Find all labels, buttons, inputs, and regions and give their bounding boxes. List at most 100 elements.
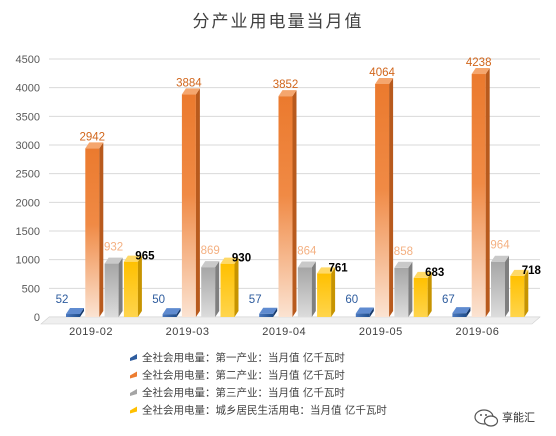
bar <box>297 267 312 317</box>
bar <box>259 313 274 317</box>
data-label: 4238 <box>466 57 492 69</box>
x-tick-label: 2019-04 <box>262 326 306 338</box>
bar <box>510 275 525 317</box>
bar-top <box>375 77 394 84</box>
bar-top <box>201 261 220 268</box>
data-labels: 52 2942 932 965 50 3884 869 930 57 3852 864 761 60 40… <box>56 57 542 306</box>
y-tick-label: 3000 <box>16 140 40 152</box>
bar-top <box>413 271 432 278</box>
bar-top <box>85 142 104 149</box>
bar <box>317 273 332 317</box>
data-label: 60 <box>345 294 358 306</box>
legend-label: 全社会用电量：城乡居民生活用电：当月值 亿千瓦时 <box>142 404 387 417</box>
bar-top <box>394 261 413 268</box>
legend-swatch <box>130 389 137 396</box>
bar <box>394 267 409 317</box>
bar-side <box>215 261 220 317</box>
bar-side <box>273 307 278 317</box>
bar <box>104 263 119 317</box>
bar <box>123 261 138 317</box>
bar-side <box>466 307 471 317</box>
y-tick-label: 4500 <box>16 54 40 66</box>
y-tick-label: 4000 <box>16 83 40 95</box>
bar <box>201 267 216 317</box>
data-label: 50 <box>152 294 165 306</box>
data-label: 964 <box>490 240 510 252</box>
legend-swatch <box>130 354 137 361</box>
data-label: 2942 <box>80 131 106 143</box>
bar-top <box>355 307 374 314</box>
bar-top <box>491 255 509 262</box>
bar-side <box>389 77 394 317</box>
data-label: 67 <box>442 294 455 306</box>
y-tick-label: 2500 <box>16 169 40 181</box>
bar-side <box>485 68 490 317</box>
y-tick-label: 1000 <box>16 255 40 267</box>
watermark-text: 享能汇 <box>502 410 535 424</box>
bar-side <box>80 308 84 317</box>
floor-plane <box>40 316 541 325</box>
bar-side <box>176 308 181 317</box>
y-tick-label: 0 <box>34 312 40 324</box>
data-label: 864 <box>297 245 317 257</box>
bar-side <box>118 257 123 317</box>
x-tick-label: 2019-03 <box>166 326 210 338</box>
data-label: 57 <box>249 294 262 306</box>
bar-side <box>524 269 529 317</box>
x-tick-label: 2019-02 <box>69 326 113 338</box>
y-axis: 0 500 1000 1500 2000 2500 3000 3500 4000 4500 <box>16 54 40 324</box>
watermark: 享能汇 <box>474 409 535 427</box>
bar <box>85 148 100 317</box>
data-label: 683 <box>425 267 444 279</box>
data-label: 858 <box>394 246 413 258</box>
data-label: 761 <box>329 262 349 274</box>
legend-swatch <box>130 371 137 379</box>
bar <box>491 261 505 317</box>
data-label: 965 <box>135 251 155 263</box>
bar-top <box>123 255 142 262</box>
x-tick-label: 2019-06 <box>455 326 499 338</box>
bar <box>471 74 486 317</box>
bar <box>452 313 467 317</box>
bar <box>355 313 370 317</box>
bar-top <box>162 308 181 315</box>
bar-top <box>317 267 336 274</box>
bar <box>220 263 235 317</box>
chart-title: 分产业用电量当月值 <box>193 12 364 32</box>
bar-top <box>66 308 84 315</box>
data-label: 718 <box>522 265 542 277</box>
bar-top <box>259 307 278 314</box>
y-tick-label: 500 <box>22 283 40 295</box>
bar <box>413 277 428 317</box>
bar-side <box>331 267 336 317</box>
bars <box>66 68 529 317</box>
data-label: 3884 <box>176 77 202 89</box>
data-label: 52 <box>56 294 69 306</box>
bar <box>162 314 177 317</box>
bar-side <box>408 261 413 317</box>
y-tick-label: 2000 <box>16 197 40 209</box>
y-tick-label: 1500 <box>16 226 40 238</box>
bar <box>278 96 293 317</box>
data-label: 4064 <box>369 67 395 79</box>
bar-side <box>99 142 104 317</box>
data-label: 3852 <box>273 79 299 91</box>
y-tick-label: 3500 <box>16 111 40 123</box>
bar-top <box>181 88 200 95</box>
bar-side <box>427 271 432 317</box>
bar-top <box>220 257 239 264</box>
bar-side <box>292 90 297 317</box>
bar-top <box>471 68 490 75</box>
legend-label: 全社会用电量：第三产业：当月值 亿千瓦时 <box>142 386 345 399</box>
bar-side <box>369 307 374 317</box>
bar-side <box>137 255 142 317</box>
bar-top <box>278 90 297 97</box>
chart-floor <box>40 316 541 325</box>
legend-swatch <box>130 406 137 414</box>
bar <box>375 83 390 317</box>
data-label: 869 <box>201 245 220 257</box>
x-axis: 2019-02 2019-03 2019-04 2019-05 2019-06 <box>69 326 499 338</box>
data-label: 932 <box>104 242 123 254</box>
